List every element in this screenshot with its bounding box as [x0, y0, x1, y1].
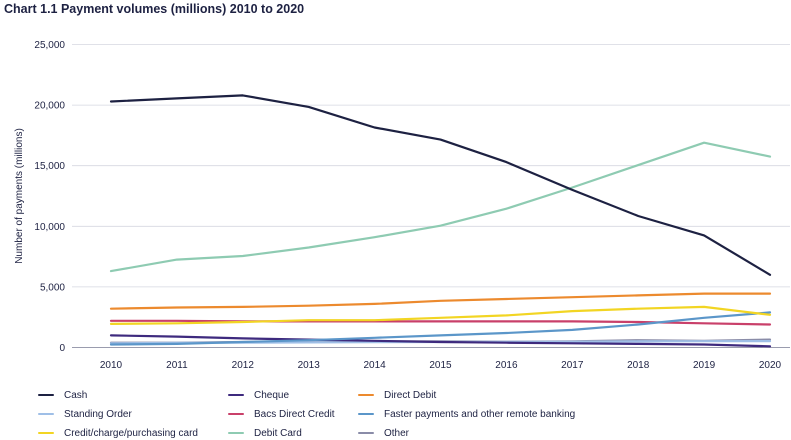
legend-swatch: [228, 431, 244, 435]
legend-item: Debit Card: [228, 426, 302, 440]
y-tick-label: 10,000: [34, 222, 65, 233]
y-axis-label: Number of payments (millions): [14, 128, 25, 264]
legend-label: Faster payments and other remote banking: [384, 408, 576, 420]
series-lines: [109, 94, 772, 348]
legend-label: Debit Card: [254, 427, 302, 439]
x-tick-label: 2018: [627, 360, 650, 371]
x-tick-label: 2012: [232, 360, 255, 371]
y-tick-label: 20,000: [34, 101, 65, 112]
x-axis-ticks: 2010 2011 2012 2013 2014 2015 2016 2017 2018 2019…: [100, 360, 782, 371]
legend-item: Cash: [38, 388, 87, 402]
y-tick-label: 5,000: [40, 282, 65, 293]
legend-swatch: [228, 412, 244, 416]
y-axis-ticks: 0 5,000 10,000 15,000 20,000 25,000: [34, 40, 65, 354]
series-line-faster-payments-and-other-remote-banking: [109, 311, 772, 346]
x-tick-label: 2020: [759, 360, 782, 371]
legend-swatch: [38, 393, 54, 397]
x-tick-label: 2013: [298, 360, 321, 371]
legend-swatch: [228, 393, 244, 397]
x-tick-label: 2019: [693, 360, 716, 371]
x-tick-label: 2011: [166, 360, 188, 371]
legend-item: Other: [358, 426, 409, 440]
x-tick-label: 2017: [561, 360, 584, 371]
legend-item: Direct Debit: [358, 388, 436, 402]
series-line-cash: [109, 94, 772, 276]
x-tick-label: 2010: [100, 360, 123, 371]
x-tick-label: 2016: [495, 360, 518, 371]
legend-item: Credit/charge/purchasing card: [38, 426, 198, 440]
y-tick-label: 25,000: [34, 40, 65, 51]
legend-item: Faster payments and other remote banking: [358, 407, 575, 421]
legend-label: Bacs Direct Credit: [254, 408, 335, 420]
legend-label: Standing Order: [64, 408, 132, 420]
legend-label: Credit/charge/purchasing card: [64, 427, 198, 439]
legend-swatch: [358, 412, 374, 416]
series-line-credit-charge-purchasing-card: [109, 305, 772, 325]
series-line-debit-card: [109, 141, 772, 273]
legend-swatch: [38, 412, 54, 416]
series-line-cheque: [109, 334, 772, 348]
y-tick-label: 15,000: [34, 161, 65, 172]
legend-swatch: [358, 431, 374, 435]
legend-label: Direct Debit: [384, 389, 437, 401]
x-tick-label: 2015: [429, 360, 452, 371]
legend-swatch: [38, 431, 54, 435]
legend-label: Other: [384, 427, 410, 439]
legend-swatch: [358, 393, 374, 397]
legend-label: Cash: [64, 389, 88, 401]
legend-label: Cheque: [254, 389, 290, 401]
x-tick-label: 2014: [363, 360, 386, 371]
legend-item: Cheque: [228, 388, 289, 402]
legend-item: Bacs Direct Credit: [228, 407, 335, 421]
chart-title: Chart 1.1 Payment volumes (millions) 201…: [4, 2, 305, 16]
y-tick-label: 0: [59, 343, 65, 354]
legend-item: Standing Order: [38, 407, 132, 421]
series-line-direct-debit: [109, 292, 772, 310]
